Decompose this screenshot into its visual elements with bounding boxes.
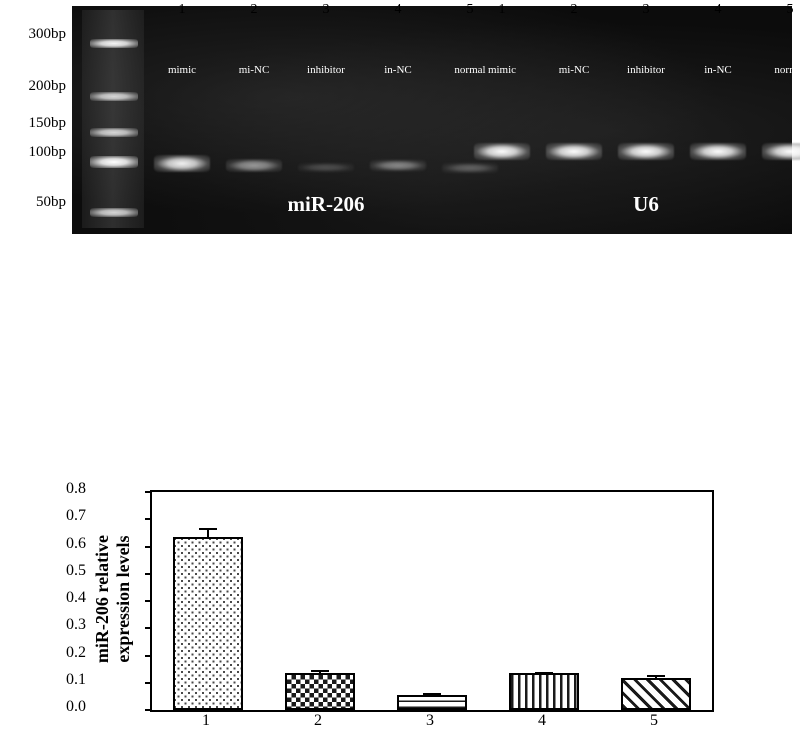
ladder-band xyxy=(90,91,138,101)
y-tick-label: 0.1 xyxy=(66,670,86,688)
gel-lane-name: normal xyxy=(454,64,486,76)
y-tick-mark xyxy=(145,572,152,575)
gel-lane-number: 3 xyxy=(322,2,330,17)
gel-lane-number: 5 xyxy=(786,2,794,17)
gel-band xyxy=(474,143,530,161)
y-tick-label: 0.2 xyxy=(66,643,86,661)
gel-lane-name: normal xyxy=(774,64,800,76)
dna-ladder-lane xyxy=(82,10,144,228)
ladder-band xyxy=(90,207,138,217)
y-axis-title-text: miR-206 relative expression levels xyxy=(92,534,133,664)
gel-lane-name: in-NC xyxy=(704,64,732,76)
gel-lane-number: 1 xyxy=(178,2,186,17)
gel-band xyxy=(298,163,354,173)
y-tick-mark xyxy=(145,491,152,493)
gel-band xyxy=(762,143,800,161)
ladder-band xyxy=(90,128,138,138)
marker-label: 300bp xyxy=(28,25,67,42)
gel-lane-name: mi-NC xyxy=(238,64,270,76)
y-tick-label: 0.3 xyxy=(66,616,86,634)
gel-lane-number: 2 xyxy=(570,2,578,17)
x-tick-label: 2 xyxy=(314,712,322,729)
marker-label: 150bp xyxy=(28,114,67,131)
y-tick-mark xyxy=(145,709,152,711)
y-tick-mark xyxy=(145,681,152,684)
gel-band xyxy=(370,159,426,172)
marker-label: 50bp xyxy=(36,194,66,211)
gel-lane-number: 5 xyxy=(466,2,474,17)
y-tick-mark xyxy=(145,545,152,548)
gel-background-noise xyxy=(72,6,792,234)
ladder-band xyxy=(90,39,138,49)
y-tick-mark xyxy=(145,654,152,657)
gel-lane-number: 2 xyxy=(250,2,258,17)
error-bar-cap xyxy=(423,692,441,695)
bar xyxy=(621,677,691,710)
plot-area xyxy=(145,490,714,712)
bar xyxy=(173,536,243,710)
gel-lane-number: 4 xyxy=(394,2,402,17)
x-tick-label: 1 xyxy=(202,712,210,729)
gel-electrophoresis-panel: 300bp 200bp 150bp 100bp 50bp 1 mimic 2 mi-NC 3 in… xyxy=(0,0,800,238)
gel-lane-name: in-NC xyxy=(384,64,412,76)
gel-band xyxy=(618,143,674,161)
gel-lane-name: mimic xyxy=(487,64,517,76)
error-bar-cap xyxy=(535,671,553,674)
gel-band xyxy=(226,159,282,172)
marker-label: 100bp xyxy=(28,144,67,161)
bar-chart-panel: miR-206 relative expression levels 0.0 0.… xyxy=(0,238,800,729)
gel-lane-name: mimic xyxy=(167,64,197,76)
gel-image xyxy=(72,6,800,234)
gel-lane-number: 3 xyxy=(642,2,650,17)
y-tick-label: 0.8 xyxy=(66,480,86,497)
y-tick-label: 0.5 xyxy=(66,561,86,579)
error-bar-cap xyxy=(311,670,329,673)
gel-band xyxy=(154,155,210,172)
gel-lane-number: 1 xyxy=(498,2,506,17)
y-tick-label: 0.4 xyxy=(66,589,86,606)
gel-group-label: miR-206 xyxy=(287,192,365,216)
ladder-band xyxy=(90,156,138,169)
x-tick-label: 3 xyxy=(426,712,434,729)
gel-lane-name: mi-NC xyxy=(558,64,590,76)
y-tick-mark xyxy=(145,600,152,602)
y-tick-label: 0.0 xyxy=(66,698,86,715)
gel-lane-name: inhibitor xyxy=(627,64,665,76)
x-tick-label: 5 xyxy=(650,712,658,729)
gel-band xyxy=(442,162,498,173)
bar xyxy=(285,673,355,710)
gel-group-label: U6 xyxy=(633,192,659,216)
marker-label: 200bp xyxy=(28,78,67,95)
gel-band xyxy=(690,143,746,161)
y-tick-label: 0.6 xyxy=(66,534,86,552)
bar xyxy=(509,673,579,710)
y-tick-mark xyxy=(145,627,152,630)
error-bar-cap xyxy=(199,528,217,531)
y-tick-label: 0.7 xyxy=(66,507,86,525)
gel-lane-number: 4 xyxy=(714,2,722,17)
x-tick-label: 4 xyxy=(538,712,546,729)
gel-band xyxy=(546,143,602,161)
bar xyxy=(397,695,467,710)
gel-lane-name: inhibitor xyxy=(307,64,345,76)
y-tick-mark xyxy=(145,518,152,521)
error-bar-cap xyxy=(647,675,665,678)
